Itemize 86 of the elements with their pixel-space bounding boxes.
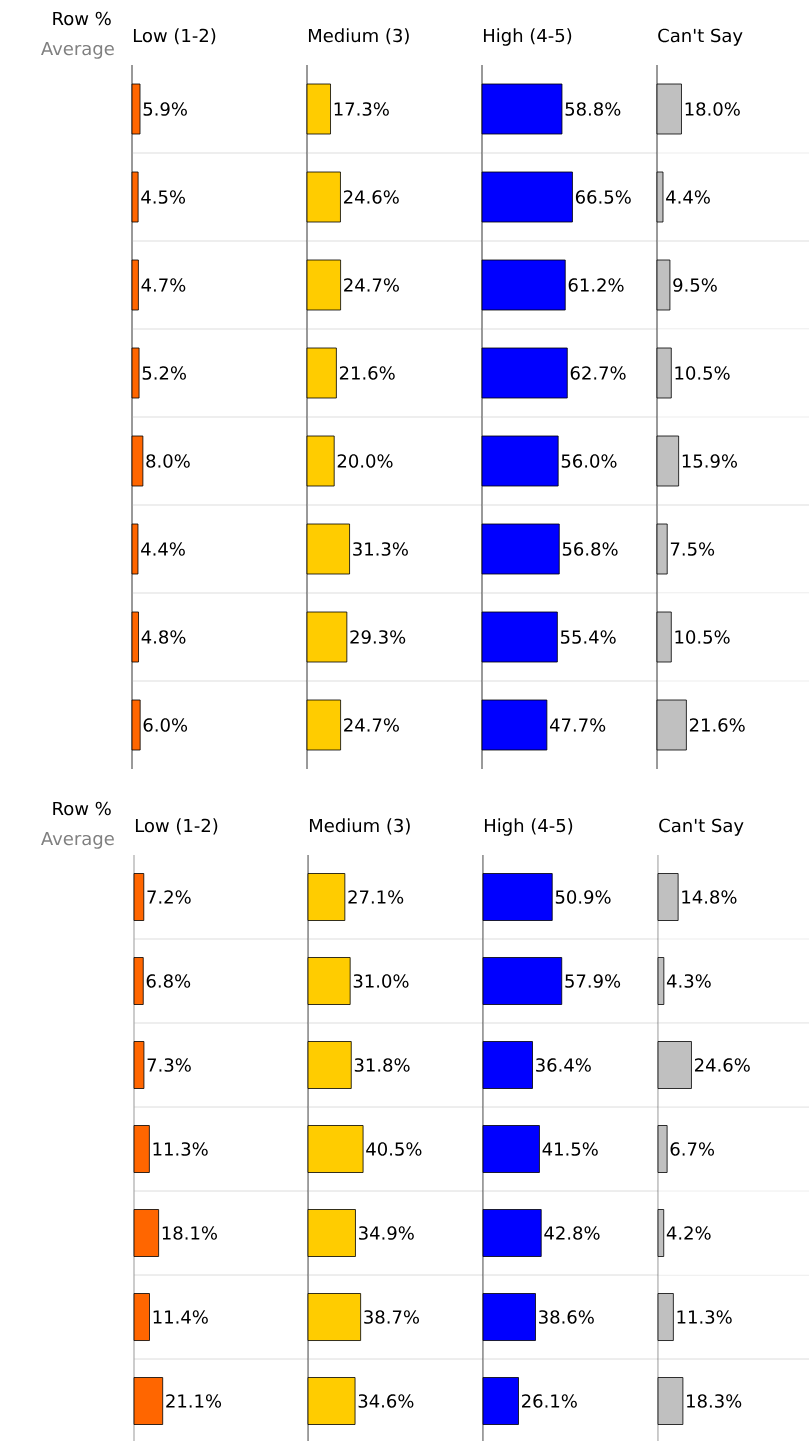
data-label: 6.0% — [143, 718, 188, 732]
bar — [657, 1377, 684, 1425]
data-label: 58.8% — [565, 102, 621, 116]
data-label: 4.4% — [666, 190, 710, 204]
chart-title: High (4-5) — [484, 818, 573, 836]
data-label: 56.8% — [562, 542, 618, 556]
data-label: 31.3% — [353, 542, 408, 556]
bar — [133, 957, 144, 1005]
bar — [133, 1041, 145, 1089]
data-label: 7.5% — [670, 542, 715, 556]
bar — [657, 1125, 668, 1173]
data-label: 38.7% — [364, 1310, 420, 1324]
data-label: 4.5% — [141, 190, 186, 204]
data-label: 29.3% — [350, 630, 406, 644]
data-label: 36.4% — [536, 1058, 591, 1072]
data-label: 11.4% — [153, 1310, 208, 1324]
text: Average — [41, 41, 114, 59]
data-label: 56.0% — [561, 454, 617, 468]
data-label: 38.6% — [539, 1310, 594, 1324]
chart-title: Medium (3) — [309, 818, 410, 835]
data-label: 4.8% — [141, 630, 186, 644]
bar — [133, 1293, 150, 1341]
data-label: 31.0% — [353, 974, 409, 988]
chart-title: Low (1-2) — [135, 818, 218, 835]
bar — [657, 873, 679, 921]
bar — [657, 1209, 665, 1257]
bar — [657, 1041, 692, 1089]
data-label: 10.5% — [675, 630, 730, 644]
bar — [657, 1293, 674, 1341]
data-label: 42.8% — [544, 1226, 600, 1240]
data-label: 7.3% — [147, 1058, 191, 1072]
data-label: 41.5% — [542, 1142, 598, 1156]
data-label: 11.3% — [153, 1142, 208, 1156]
chart-title: Low (1-2) — [133, 28, 216, 45]
data-label: 8.0% — [146, 454, 190, 468]
data-label: 4.7% — [141, 278, 186, 292]
chart-title: Can't Say — [659, 818, 744, 836]
data-label: 18.3% — [687, 1394, 742, 1408]
data-label: 21.6% — [339, 366, 395, 380]
data-label: 4.3% — [666, 974, 711, 988]
data-label: 24.7% — [344, 278, 399, 292]
data-label: 26.1% — [522, 1394, 577, 1408]
data-label: 6.7% — [670, 1142, 715, 1156]
data-label: 20.0% — [337, 454, 393, 468]
data-label: 34.6% — [358, 1394, 414, 1408]
data-label: 31.8% — [354, 1058, 410, 1072]
chart-title: High (4-5) — [483, 28, 572, 46]
data-label: 5.9% — [143, 102, 187, 116]
data-label: 66.5% — [575, 190, 631, 204]
data-label: 11.3% — [677, 1310, 732, 1324]
data-label: 24.6% — [694, 1058, 750, 1072]
data-label: 34.9% — [359, 1226, 414, 1240]
data-label: 14.8% — [682, 890, 737, 904]
chart-title: Medium (3) — [308, 28, 409, 45]
text: Row % — [53, 801, 111, 816]
data-label: 24.6% — [343, 190, 399, 204]
data-label: 17.3% — [334, 102, 389, 116]
data-label: 61.2% — [568, 278, 624, 292]
data-label: 4.4% — [141, 542, 185, 556]
data-label: 57.9% — [565, 974, 621, 988]
data-label: 18.1% — [162, 1226, 217, 1240]
data-label: 55.4% — [560, 630, 616, 644]
data-label: 24.7% — [344, 718, 399, 732]
data-label: 4.2% — [666, 1226, 711, 1240]
data-label: 7.2% — [147, 890, 191, 904]
data-label: 18.0% — [685, 102, 740, 116]
data-label: 27.1% — [348, 890, 404, 904]
data-label: 47.7% — [549, 718, 606, 732]
data-label: 40.5% — [366, 1142, 422, 1156]
bar — [133, 1209, 160, 1257]
data-label: 50.9% — [555, 890, 611, 904]
data-label: 21.6% — [689, 718, 745, 732]
data-label: 62.7% — [570, 366, 626, 380]
bar — [133, 873, 145, 921]
data-label: 6.8% — [146, 974, 191, 988]
data-label: 9.5% — [673, 278, 717, 292]
data-label: 21.1% — [166, 1394, 222, 1408]
data-label: 15.9% — [682, 454, 737, 468]
data-label: 5.2% — [142, 366, 186, 380]
bar — [657, 957, 665, 1005]
chart-title: Can't Say — [658, 28, 743, 46]
bar — [133, 1125, 150, 1173]
data-label: 10.5% — [675, 366, 730, 380]
bar — [133, 1377, 164, 1425]
text: Row % — [53, 11, 111, 26]
text: Average — [41, 831, 114, 849]
